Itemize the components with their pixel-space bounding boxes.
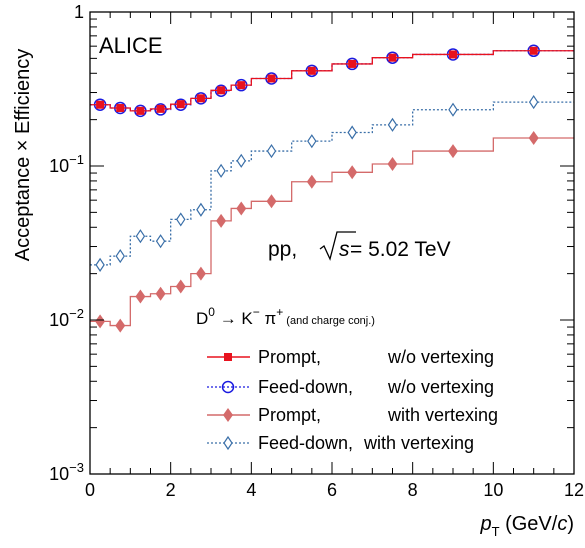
legend-entry-prompt-vtx: Prompt, with vertexing: [207, 405, 498, 425]
data-point: [448, 144, 458, 159]
svg-text:Prompt,: Prompt,: [258, 347, 321, 367]
data-point: [216, 213, 227, 228]
legend: Prompt, w/o vertexing Feed-down, w/o ver…: [207, 347, 498, 453]
data-point: [528, 130, 539, 145]
x-tick-label: 10: [483, 480, 503, 500]
data-point: [267, 74, 276, 83]
legend-entry-feeddown-vtx: Feed-down, with vertexing: [207, 433, 474, 453]
series-3: [90, 95, 574, 272]
x-tick-label: 6: [327, 480, 337, 500]
x-tick-label: 12: [564, 480, 584, 500]
y-axis-label: Acceptance × Efficiency: [12, 49, 34, 262]
data-point: [347, 125, 357, 140]
x-tick-label: 8: [408, 480, 418, 500]
x-tick-label: 0: [85, 480, 95, 500]
data-point: [217, 86, 226, 95]
data-point: [388, 53, 397, 62]
data-point: [176, 100, 185, 109]
data-point: [115, 318, 126, 333]
data-point: [307, 66, 316, 75]
svg-text:w/o vertexing: w/o vertexing: [387, 347, 494, 367]
data-point: [115, 249, 125, 264]
series-2: [90, 130, 574, 333]
data-point: [347, 165, 358, 180]
data-point: [196, 94, 205, 103]
legend-marker-filled-diamond: [223, 408, 233, 422]
energy-annotation: pp, s = 5.02 TeV: [268, 231, 451, 261]
data-point: [195, 266, 206, 281]
data-point: [176, 212, 186, 227]
data-point: [236, 153, 246, 168]
svg-text:Feed-down,: Feed-down,: [258, 433, 353, 453]
decay-channel-label: D0 → K− π+ (and charge conj.): [196, 305, 375, 328]
data-point: [136, 106, 145, 115]
legend-marker-open-diamond: [223, 435, 233, 451]
data-point: [306, 174, 317, 189]
svg-text:s: s: [339, 238, 350, 261]
legend-marker-open-circle: [221, 380, 235, 394]
data-point: [155, 286, 166, 301]
data-point: [448, 102, 458, 117]
experiment-label: ALICE: [99, 33, 163, 58]
svg-text:with vertexing: with vertexing: [387, 405, 498, 425]
svg-text:Feed-down,: Feed-down,: [258, 377, 353, 397]
svg-text:Prompt,: Prompt,: [258, 405, 321, 425]
legend-entry-feeddown-no-vtx: Feed-down, w/o vertexing: [207, 377, 494, 397]
x-tick-label: 4: [246, 480, 256, 500]
data-point: [96, 100, 105, 109]
x-axis-label: pT (GeV/c): [479, 513, 574, 539]
data-point: [237, 81, 246, 90]
y-tick-label: 10−1: [49, 152, 84, 176]
data-point: [116, 104, 125, 113]
data-point: [387, 117, 398, 132]
x-tick-label: 2: [166, 480, 176, 500]
series-0: [90, 46, 574, 115]
data-point: [528, 95, 539, 110]
data-point: [155, 234, 166, 249]
svg-text:w/o vertexing: w/o vertexing: [387, 377, 494, 397]
data-point: [266, 143, 277, 159]
svg-text:with vertexing: with vertexing: [363, 433, 474, 453]
svg-text:pp,: pp,: [268, 238, 297, 261]
data-point: [236, 201, 247, 216]
sqrt-symbol: [319, 231, 356, 261]
y-tick-label: 1: [74, 2, 84, 22]
data-point: [196, 202, 206, 217]
data-point: [216, 163, 226, 178]
series-layer: [90, 44, 574, 333]
data-point: [175, 279, 186, 294]
legend-marker-square: [224, 353, 232, 361]
data-point: [307, 134, 317, 149]
data-point: [348, 59, 357, 68]
data-point: [95, 314, 106, 329]
svg-text:= 5.02 TeV: = 5.02 TeV: [350, 238, 451, 261]
data-point: [387, 157, 398, 172]
data-point: [266, 194, 277, 209]
data-point: [156, 104, 165, 113]
y-tick-label: 10−2: [49, 306, 84, 330]
data-point: [135, 229, 146, 244]
legend-entry-prompt-no-vtx: Prompt, w/o vertexing: [207, 347, 494, 367]
axes-frame: 0 2 4 6 8 10 12 10−3 10−2 10−1 1: [49, 2, 584, 500]
data-point: [529, 46, 538, 55]
y-tick-label: 10−3: [49, 460, 84, 484]
data-point: [449, 50, 457, 59]
data-point: [95, 257, 105, 272]
data-point: [135, 289, 146, 304]
